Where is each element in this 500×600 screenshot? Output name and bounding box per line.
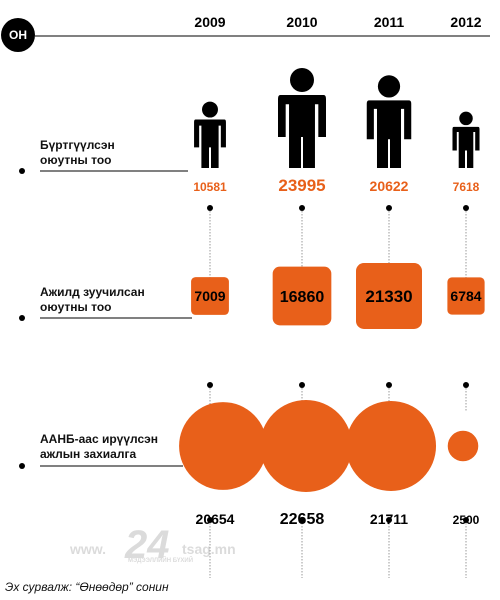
year-label-2010: 2010 <box>286 14 317 30</box>
row-rule-dot-2 <box>19 463 25 469</box>
row-label-orders-line2: ажлын захиалга <box>40 447 137 461</box>
connector-dot-2009-2 <box>207 517 213 523</box>
connector-dot-2010-1 <box>299 382 305 388</box>
orders-value-2010: 22658 <box>280 511 325 528</box>
placed-value-2011: 21330 <box>365 287 412 306</box>
orders-circle-2011 <box>345 400 437 492</box>
connector-dot-2011-1 <box>386 382 392 388</box>
connector-dot-2012-2 <box>463 517 469 523</box>
registered-value-2011: 20622 <box>370 178 409 194</box>
registered-value-2012: 7618 <box>453 180 480 194</box>
watermark-prefix: www. <box>70 541 107 557</box>
placed-value-2010: 16860 <box>280 289 325 306</box>
placed-square-2010 <box>272 266 332 326</box>
connector-dot-2012-1 <box>463 382 469 388</box>
person-icon-2009 <box>194 101 226 168</box>
watermark-logo: www. 24 tsag.mn МЭДЭЭЛЛИЙН БҮХИЙ <box>70 523 260 567</box>
watermark-sub: МЭДЭЭЛЛИЙН БҮХИЙ <box>128 558 194 564</box>
placed-square-2012 <box>447 277 485 315</box>
orders-circle-2010 <box>260 400 352 492</box>
connector-dot-2010-2 <box>299 517 305 523</box>
row-rule-dot-0 <box>19 168 25 174</box>
connector-dot-2010-0 <box>299 205 305 211</box>
person-icon-2012 <box>452 111 480 168</box>
row-label-placed-line2: оюутны тоо <box>40 300 112 314</box>
placed-value-2012: 6784 <box>450 288 481 304</box>
registered-value-2009: 10581 <box>193 180 227 194</box>
year-label-2012: 2012 <box>450 14 481 30</box>
watermark-main: 24 <box>125 523 170 567</box>
source-note: Эх сурвалж: “Өнөөдөр” сонин <box>5 580 169 594</box>
orders-circle-2009 <box>179 402 267 490</box>
row-label-placed-line1: Ажилд зуучилсан <box>40 285 145 299</box>
orders-value-2009: 20654 <box>196 511 235 527</box>
person-icon-2011 <box>366 75 412 168</box>
row-label-orders: ААНБ-аас ирүүлсэн ажлын захиалга <box>40 432 200 462</box>
placed-square-2011 <box>356 263 422 329</box>
orders-value-2011: 21711 <box>370 511 408 527</box>
connector-dot-2011-2 <box>386 517 392 523</box>
year-badge: ОН <box>1 18 35 52</box>
connector-dot-2009-1 <box>207 382 213 388</box>
connector-dot-2009-0 <box>207 205 213 211</box>
registered-value-2010: 23995 <box>278 176 325 195</box>
connector-dot-2011-0 <box>386 205 392 211</box>
placed-value-2009: 7009 <box>194 288 225 304</box>
row-label-registered-line1: Бүртгүүлсэн <box>40 138 115 152</box>
year-label-2009: 2009 <box>194 14 225 30</box>
year-label-2011: 2011 <box>374 14 405 30</box>
row-label-registered: Бүртгүүлсэн оюутны тоо <box>40 138 200 168</box>
row-label-placed: Ажилд зуучилсан оюутны тоо <box>40 285 200 315</box>
row-rule-dot-1 <box>19 315 25 321</box>
placed-square-2009 <box>191 277 229 315</box>
connector-dot-2012-0 <box>463 205 469 211</box>
orders-value-2012: 2500 <box>453 513 480 527</box>
row-label-registered-line2: оюутны тоо <box>40 153 112 167</box>
person-icon-2010 <box>278 68 326 168</box>
orders-circle-2012 <box>447 430 479 462</box>
row-label-orders-line1: ААНБ-аас ирүүлсэн <box>40 432 159 446</box>
watermark-suffix: tsag.mn <box>182 541 236 557</box>
